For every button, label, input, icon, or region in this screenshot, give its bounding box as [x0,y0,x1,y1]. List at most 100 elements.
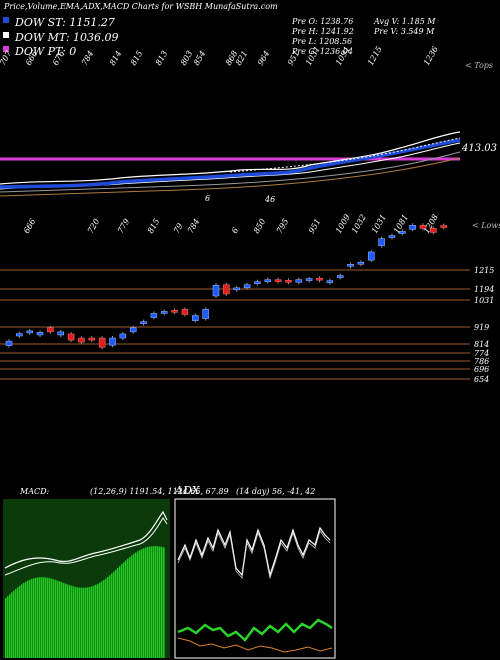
macd-label: MACD: [19,487,50,496]
adx-frame [174,498,336,659]
macd-histogram-bar [163,547,165,658]
macd-histogram-bar [129,557,131,658]
top-number-label: 854 [192,49,207,67]
macd-histogram-bar [77,587,79,658]
candle [5,340,13,346]
candle [357,261,365,265]
candle [419,225,427,229]
price-level-label: 696 [474,365,489,374]
macd-histogram-bar [13,590,15,658]
pre-high: Pre H: 1241.92 [291,27,354,36]
candle [368,251,375,261]
low-number-label: 6 [230,226,240,235]
low-number-label: 666 [22,217,37,235]
candle [243,284,251,289]
candle [161,311,168,314]
macd-histogram-bar [7,596,9,658]
adx-panel: ADX (14 day) 56, -41, 42 [174,484,336,659]
low-number-label: 815 [146,217,161,235]
macd-histogram-bar [33,578,35,658]
macd-histogram-bar [29,579,31,658]
macd-histogram-bar [11,592,13,658]
macd-histogram-bar [117,567,119,658]
macd-histogram-bar [21,584,23,658]
macd-histogram-bar [55,579,57,658]
macd-histogram-bar [157,546,159,658]
macd-histogram-bar [61,582,63,658]
macd-histogram-bar [57,580,59,658]
macd-histogram [5,546,165,658]
adx-green-line [177,618,333,642]
price-level-label: 774 [474,349,489,358]
adx-label: ADX [174,484,201,497]
candle [129,327,137,333]
macd-histogram-bar [143,548,145,658]
candle [109,337,116,346]
candle [47,327,54,333]
legend-swatch-mt [3,32,9,38]
candle [326,280,334,283]
macd-histogram-bar [95,584,97,658]
candle [378,238,385,247]
macd-histogram-bar [83,587,85,658]
macd-histogram-bar [105,578,107,658]
candle [336,275,344,278]
candle [16,333,23,337]
low-number-label: 779 [116,217,131,235]
legend: DOW ST: 1151.27 DOW MT: 1036.09 DOW PT: … [3,16,119,58]
candle [119,333,127,339]
macd-histogram-bar [69,585,71,658]
macd-histogram-bar [125,560,127,658]
candle [305,278,313,281]
price-level-label: 814 [474,340,489,349]
macd-histogram-bar [81,587,83,658]
macd-histogram-bar [91,586,93,658]
lows-label: < Lows [472,221,500,230]
low-number-label: 850 [252,217,267,235]
candle [285,279,292,283]
top-number-label: 964 [256,49,271,67]
macd-histogram-bar [161,546,163,658]
candle [223,284,230,295]
adx-plus-line [177,526,331,578]
candle [67,333,75,341]
candle [274,279,282,282]
ohlc-readout: Pre O: 1238.76 Pre H: 1241.92 Pre L: 120… [291,17,436,56]
macd-histogram-bar [35,577,37,658]
macd-histogram-bar [115,569,117,658]
price-panel: < Lows 666 720 779 815 79 784 6 850 795 951 100910… [0,213,500,384]
top-number-label: 821 [234,49,249,67]
legend-pt: DOW PT: 0 [14,45,76,58]
top-number-label: 707 [0,48,14,67]
macd-histogram-bar [153,546,155,658]
macd-histogram-bar [59,581,61,658]
candle [150,313,158,318]
macd-panel: MACD: (12,26,9) 1191.54, 1124.65, 67.89 [3,487,229,658]
low-number-label: 795 [275,217,290,235]
candle [171,310,178,313]
pre-close: Pre C: 1236.04 [291,47,353,56]
macd-histogram-bar [137,551,139,658]
macd-histogram-bar [79,587,81,658]
chart-title: Price,Volume,EMA,ADX,MACD Charts for WSB… [3,2,278,11]
candle [399,231,406,234]
macd-histogram-bar [23,582,25,658]
low-number-label: 784 [186,217,201,235]
ema-inner-label-2: 46 [264,195,275,204]
top-number-label: 815 [129,49,144,67]
ema-inner-label-1: 6 [205,194,210,203]
macd-histogram-bar [149,546,151,658]
ema-white-dotted [229,137,461,173]
macd-histogram-bar [45,577,47,658]
macd-histogram-bar [85,587,87,658]
avg-volume: Avg V: 1.185 M [373,17,436,26]
macd-histogram-bar [9,594,11,658]
legend-swatch-pt [3,46,9,52]
low-number-label: 1009 [334,213,352,235]
candle [409,225,416,230]
macd-histogram-bar [63,583,65,658]
macd-histogram-bar [113,571,115,658]
macd-histogram-bar [19,585,21,658]
